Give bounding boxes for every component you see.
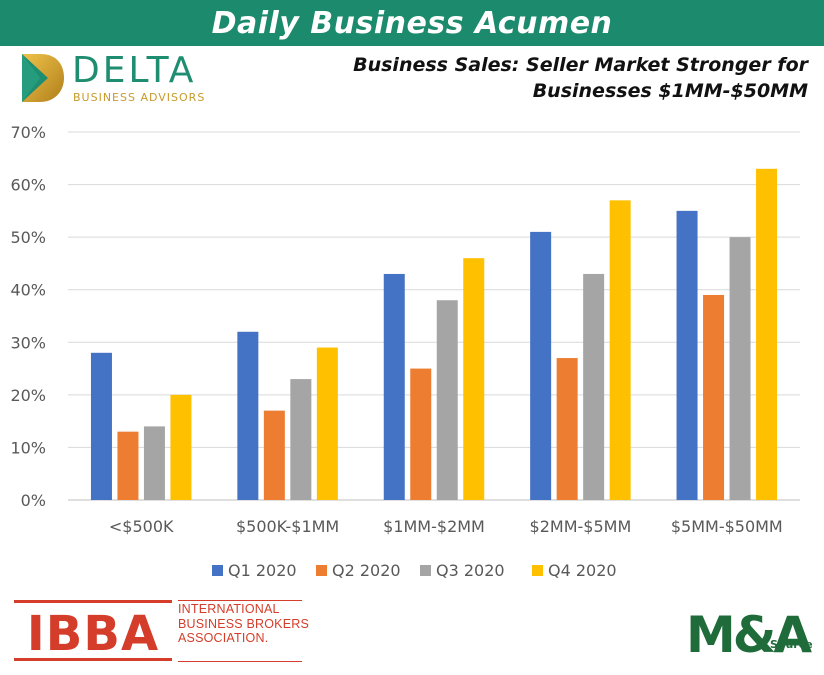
- bar-q4-2020-0: [170, 394, 192, 500]
- ma-logo-source: Source: [770, 638, 812, 651]
- bar-q2-2020-1: [263, 410, 285, 500]
- legend-label: Q2 2020: [332, 561, 401, 580]
- bar-q1-2020-1: [237, 331, 259, 500]
- x-tick-label: $2MM-$5MM: [530, 517, 632, 536]
- bar-q3-2020-0: [143, 426, 165, 500]
- ibba-line-3: ASSOCIATION.: [178, 631, 269, 645]
- legend-label: Q4 2020: [548, 561, 617, 580]
- banner: Daily Business Acumen: [0, 0, 824, 46]
- bar-q1-2020-3: [530, 231, 552, 500]
- y-tick-label: 50%: [10, 228, 46, 247]
- logo-wordmark: DELTA: [72, 50, 197, 91]
- ma-source-logo: M&A Source: [686, 606, 812, 664]
- legend-swatch: [420, 565, 431, 576]
- ibba-rule-bottom: [178, 661, 302, 662]
- bar-q4-2020-1: [316, 347, 338, 500]
- subtitle-line-1: Business Sales: Seller Market Stronger f…: [353, 54, 808, 76]
- chart-subtitle: Business Sales: Seller Market Stronger f…: [288, 52, 808, 104]
- y-tick-label: 60%: [10, 176, 46, 195]
- bar-chart: 0% 10% 20% 30% 40% 50% 60% 70% <$500K $500K-$1MM $…: [10, 123, 800, 580]
- bar-q1-2020-4: [676, 210, 698, 500]
- y-tick-label: 70%: [10, 123, 46, 142]
- legend-swatch: [532, 565, 543, 576]
- y-tick-label: 20%: [10, 386, 46, 405]
- bar-q2-2020-2: [410, 368, 432, 500]
- header-band: [0, 46, 824, 108]
- delta-logo-icon: [22, 54, 64, 102]
- x-tick-label: $1MM-$2MM: [383, 517, 485, 536]
- legend-swatch: [316, 565, 327, 576]
- y-tick-label: 30%: [10, 333, 46, 352]
- subtitle-line-2: Businesses $1MM-$50MM: [532, 80, 808, 102]
- ibba-line-1: INTERNATIONAL: [178, 602, 280, 616]
- chart-area: 0% 10% 20% 30% 40% 50% 60% 70% <$500K $500K-$1MM $…: [0, 110, 824, 588]
- bar-q2-2020-3: [556, 358, 578, 500]
- banner-title: Daily Business Acumen: [211, 5, 613, 41]
- ibba-name: INTERNATIONAL BUSINESS BROKERS ASSOCIATI…: [178, 602, 309, 646]
- bar-q1-2020-0: [90, 352, 112, 500]
- x-tick-label: <$500K: [109, 517, 174, 536]
- ibba-logo-text: IBBA: [27, 606, 159, 662]
- y-tick-label: 40%: [10, 281, 46, 300]
- ibba-logo: IBBA: [14, 600, 172, 662]
- bar-q3-2020-1: [290, 379, 312, 500]
- x-tick-label: $5MM-$50MM: [671, 517, 783, 536]
- ma-logo-mark: M&A: [686, 606, 812, 664]
- bar-q3-2020-3: [583, 273, 605, 500]
- bar-q4-2020-3: [609, 200, 631, 500]
- bar-q1-2020-2: [383, 273, 405, 500]
- y-tick-label: 10%: [10, 438, 46, 457]
- bar-q4-2020-4: [756, 168, 778, 501]
- bar-q4-2020-2: [463, 258, 485, 500]
- legend-label: Q1 2020: [228, 561, 297, 580]
- bar-q2-2020-4: [703, 294, 725, 500]
- bar-q3-2020-4: [729, 237, 751, 500]
- logo-tagline: BUSINESS ADVISORS: [73, 91, 206, 104]
- legend-swatch: [212, 565, 223, 576]
- ibba-rule-top: [178, 600, 302, 601]
- y-tick-label: 0%: [21, 491, 46, 510]
- ibba-line-2: BUSINESS BROKERS: [178, 616, 310, 631]
- legend-label: Q3 2020: [436, 561, 505, 580]
- x-tick-label: $500K-$1MM: [236, 517, 339, 536]
- bar-q3-2020-2: [436, 300, 458, 500]
- bar-q2-2020-0: [117, 431, 139, 500]
